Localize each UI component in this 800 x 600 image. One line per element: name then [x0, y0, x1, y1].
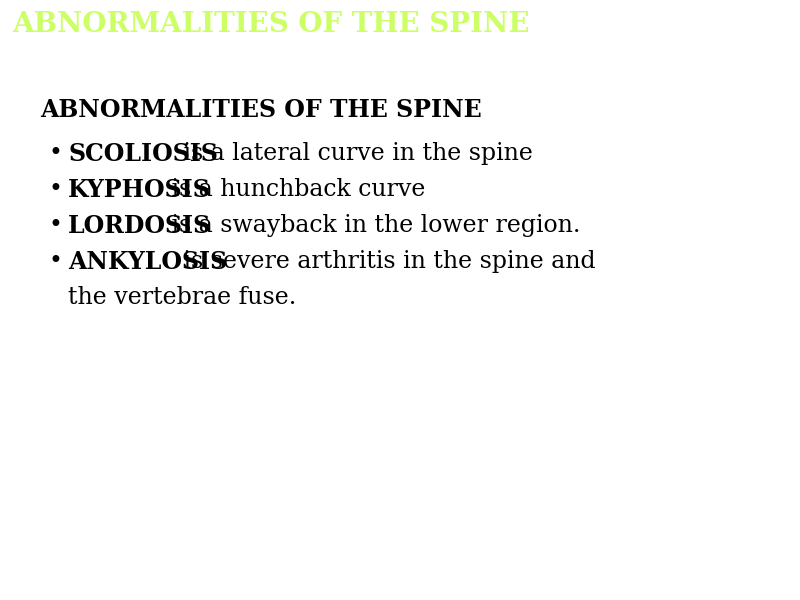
Text: LORDOSIS: LORDOSIS	[68, 214, 211, 238]
Text: KYPHOSIS: KYPHOSIS	[68, 178, 210, 202]
Text: is a swayback in the lower region.: is a swayback in the lower region.	[164, 214, 581, 237]
Text: is severe arthritis in the spine and: is severe arthritis in the spine and	[176, 250, 596, 273]
Text: ABNORMALITIES OF THE SPINE: ABNORMALITIES OF THE SPINE	[40, 98, 482, 122]
Text: is a lateral curve in the spine: is a lateral curve in the spine	[176, 142, 533, 165]
Text: ABNORMALITIES OF THE SPINE: ABNORMALITIES OF THE SPINE	[12, 10, 530, 37]
Text: is a hunchback curve: is a hunchback curve	[164, 178, 426, 201]
Text: •: •	[48, 142, 62, 165]
Text: •: •	[48, 178, 62, 201]
Text: •: •	[48, 250, 62, 273]
Text: •: •	[48, 214, 62, 237]
Text: SCOLIOSIS: SCOLIOSIS	[68, 142, 218, 166]
Text: the vertebrae fuse.: the vertebrae fuse.	[68, 286, 296, 309]
Text: ANKYLOSIS: ANKYLOSIS	[68, 250, 227, 274]
